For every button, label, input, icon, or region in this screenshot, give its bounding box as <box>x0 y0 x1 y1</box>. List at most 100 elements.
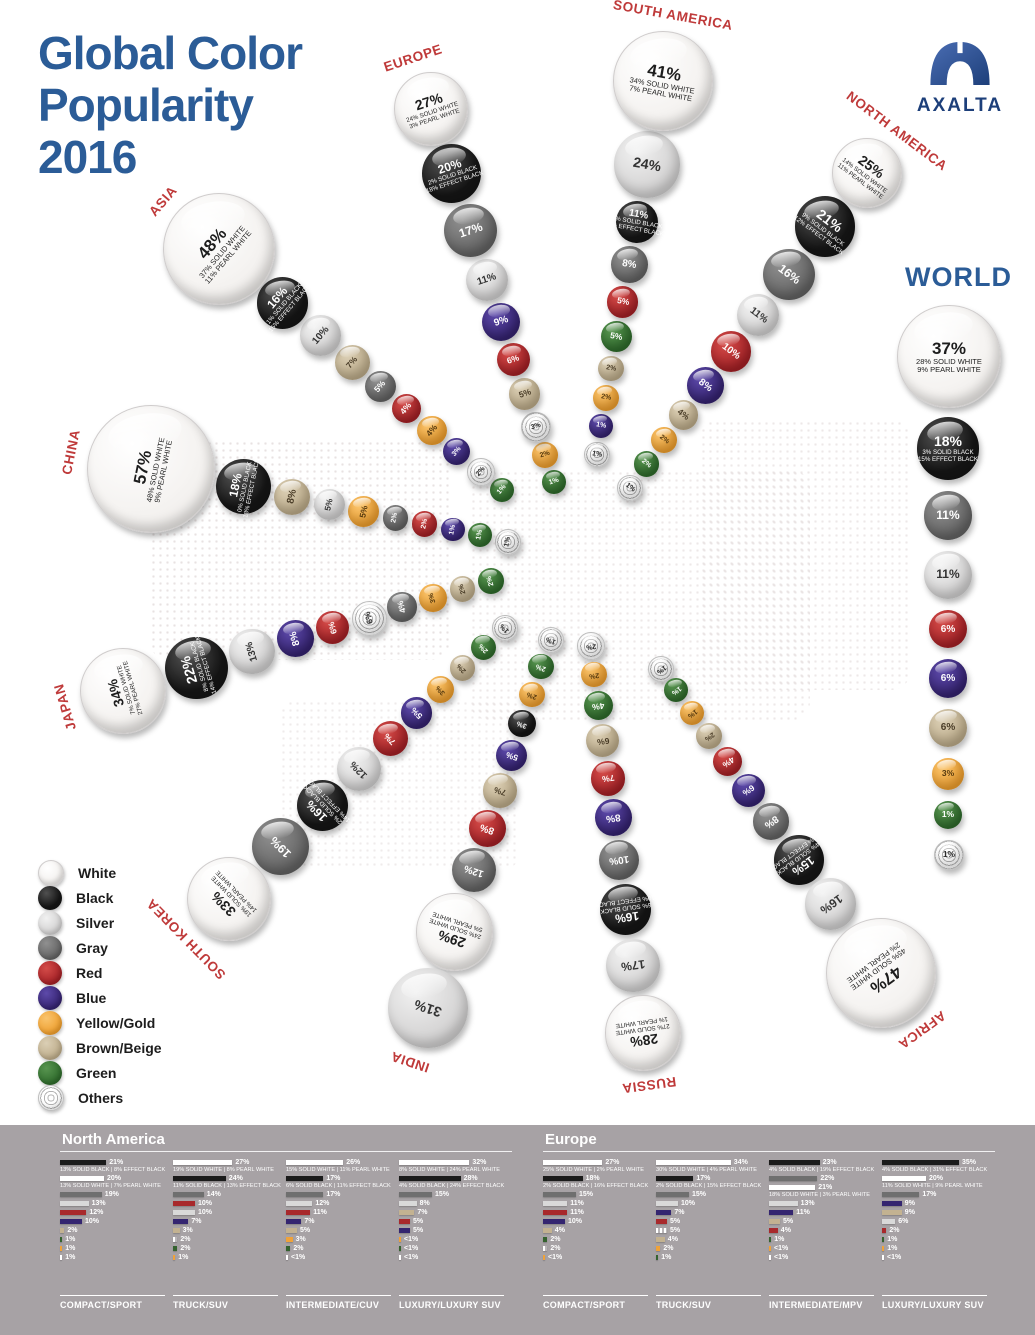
bubble-value: 7% <box>492 784 508 798</box>
yellow-bar <box>769 1246 771 1251</box>
bubble-value: 13% <box>243 640 261 663</box>
bar-row-brown: 7% <box>399 1208 504 1217</box>
panel-title: North America <box>62 1131 165 1148</box>
white-bar <box>882 1176 926 1181</box>
bubble-india-brown: 7% <box>482 773 518 808</box>
bubble-europe-brown: 5% <box>509 378 541 410</box>
bubble-value: 4% <box>591 700 606 713</box>
bar-row-yellow: <1% <box>399 1235 504 1244</box>
segment-panels-strip: North America 21% 13% SOLID BLACK | 8% EF… <box>0 1125 1035 1335</box>
bar-value: 4% <box>780 1227 791 1234</box>
green-bar <box>543 1237 548 1242</box>
bubble-china-green: 1% <box>468 523 492 547</box>
legend-item-silver: Silver <box>38 910 162 935</box>
bar-row-gray: 15% <box>656 1190 761 1199</box>
bar-row-silver: 6% <box>882 1217 987 1226</box>
panel-north-america: North America 21% 13% SOLID BLACK | 8% EF… <box>60 1131 512 1329</box>
blue-bar <box>882 1201 902 1206</box>
bubble-india-black: 3% <box>508 709 536 738</box>
bar-row-yellow: <1% <box>769 1244 874 1253</box>
bubble-world-others: 1% <box>933 839 964 870</box>
bar-value: 21% <box>818 1184 833 1191</box>
bar-value: 12% <box>315 1200 330 1207</box>
green-bar <box>399 1246 401 1251</box>
bar-row-black: 18% <box>543 1174 648 1183</box>
region-label-india: INDIA <box>388 1048 432 1076</box>
bubble-value: 5% <box>408 705 425 722</box>
bubble-value: 1% <box>686 707 699 719</box>
bubble-north-america-black: 21% 9% SOLID BLACK 12% EFFECT BLACK <box>793 196 856 257</box>
bubble-value: 1% <box>495 483 508 496</box>
bubble-value: 2% <box>585 642 597 651</box>
bar-row-black: 23% <box>769 1158 874 1167</box>
bubble-china-others: 1% <box>495 528 522 555</box>
bar-value: 13% <box>91 1200 106 1207</box>
blue-swatch-icon <box>38 985 62 1010</box>
bubble-value: 29% 24% SOLID WHITE 5% PEARL WHITE <box>428 910 484 952</box>
bubble-value: 28% 27% SOLID WHITE 1% PEARL WHITE <box>615 1015 670 1051</box>
bubble-value: 2% <box>703 730 716 743</box>
bar-row-brown: 4% <box>656 1235 761 1244</box>
region-label-china: CHINA <box>59 428 84 476</box>
axalta-arch-icon <box>930 42 990 85</box>
others-swatch-icon <box>38 1084 64 1111</box>
brown-swatch-icon <box>38 1035 62 1060</box>
legend-item-others: Others <box>38 1084 162 1111</box>
bar-value: 10% <box>85 1218 100 1225</box>
bubble-value: 2% <box>538 449 551 460</box>
bar-value: 5% <box>783 1218 794 1225</box>
color-legend: White Black Silver Gray Red Blue Yellow/Gold Br… <box>38 859 162 1111</box>
bubble-asia-silver: 10% <box>300 315 341 356</box>
bubble-value: 1% <box>498 622 511 635</box>
others-bar <box>60 1255 63 1260</box>
legend-label: Yellow/Gold <box>76 1014 156 1031</box>
bar-row-black: 24% <box>173 1174 278 1183</box>
bubble-value: 18% 3% SOLID BLACK 15% EFFECT BLACK <box>917 433 979 463</box>
bar-value: 28% <box>463 1175 478 1182</box>
bar-row-silver: 11% <box>543 1199 648 1208</box>
bar-value: 13% <box>800 1200 815 1207</box>
bar-row-white: 20% <box>60 1174 165 1183</box>
bar-row-gray: 22% <box>769 1174 874 1183</box>
white-bar <box>769 1185 816 1190</box>
bubble-value: 16% <box>775 261 804 287</box>
title-line-2: Popularity <box>38 78 254 131</box>
segment-truck-suv: 34% 30% SOLID WHITE | 4% PEARL WHITE 17% 2%… <box>656 1158 761 1310</box>
bubble-japan-brown: 2% <box>449 576 476 602</box>
red-bar <box>60 1210 87 1215</box>
bubble-south-korea-gray: 19% <box>252 817 310 875</box>
map-dots-patch <box>470 470 810 720</box>
yellow-bar <box>543 1255 545 1260</box>
blue-bar <box>656 1210 672 1215</box>
bubble-value: 4% <box>394 599 408 615</box>
bar-row-white: 32% <box>399 1158 504 1167</box>
segment-label: TRUCK/SUV <box>173 1295 278 1310</box>
red-bar <box>882 1228 887 1233</box>
bar-value: 9% <box>904 1200 915 1207</box>
silver-bar <box>173 1210 195 1215</box>
bubble-value: 3% <box>516 719 528 729</box>
black-bar <box>399 1176 461 1181</box>
bar-value: 20% <box>107 1175 122 1182</box>
gray-bar <box>882 1192 920 1197</box>
bar-row-white: 26% <box>286 1158 391 1167</box>
black-bar <box>286 1176 324 1181</box>
bubble-value: 2% <box>535 661 547 672</box>
bubble-value: 6% <box>940 672 956 684</box>
bubble-asia-green: 1% <box>489 478 514 502</box>
bubble-value: 6% <box>362 610 376 626</box>
bar-row-black: 21% <box>60 1158 165 1167</box>
bar-value: 1% <box>65 1245 76 1252</box>
legend-label: Black <box>76 889 114 906</box>
bar-row-white: 27% <box>543 1158 648 1167</box>
bar-value: <1% <box>774 1245 789 1252</box>
bar-row-black: 17% <box>286 1174 391 1183</box>
white-bar <box>60 1176 104 1181</box>
bubble-value: 2% <box>474 465 487 479</box>
bubble-value: 7% <box>343 354 360 370</box>
bubble-russia-blue: 8% <box>594 799 632 837</box>
bar-sublabel: 8% SOLID WHITE | 24% PEARL WHITE <box>399 1167 501 1173</box>
bar-value: <1% <box>774 1254 789 1261</box>
bar-row-black: 28% <box>399 1174 504 1183</box>
bubble-value: 4% <box>398 400 414 417</box>
